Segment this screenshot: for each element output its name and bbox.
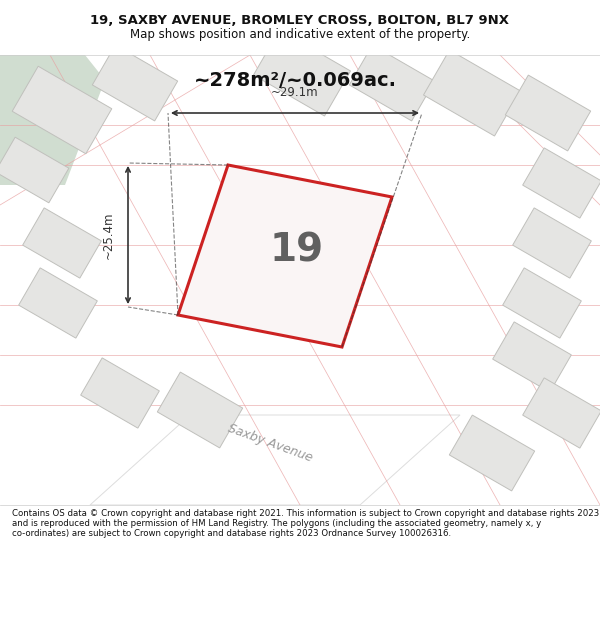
Polygon shape xyxy=(0,137,69,203)
Polygon shape xyxy=(505,75,590,151)
Polygon shape xyxy=(512,208,592,278)
Polygon shape xyxy=(424,50,521,136)
Text: ~25.4m: ~25.4m xyxy=(101,211,115,259)
Polygon shape xyxy=(178,165,392,347)
Text: 19: 19 xyxy=(270,232,324,270)
Text: Map shows position and indicative extent of the property.: Map shows position and indicative extent… xyxy=(130,28,470,41)
Text: 19, SAXBY AVENUE, BROMLEY CROSS, BOLTON, BL7 9NX: 19, SAXBY AVENUE, BROMLEY CROSS, BOLTON,… xyxy=(91,14,509,27)
Polygon shape xyxy=(523,148,600,218)
Polygon shape xyxy=(0,55,105,185)
Polygon shape xyxy=(523,378,600,448)
Polygon shape xyxy=(349,45,434,121)
Text: Saxby Avenue: Saxby Avenue xyxy=(226,422,314,464)
Polygon shape xyxy=(503,268,581,338)
Text: ~278m²/~0.069ac.: ~278m²/~0.069ac. xyxy=(193,71,397,90)
Polygon shape xyxy=(253,30,350,116)
Polygon shape xyxy=(23,208,101,278)
Polygon shape xyxy=(19,268,97,338)
Polygon shape xyxy=(80,358,160,428)
Polygon shape xyxy=(157,372,242,448)
Polygon shape xyxy=(90,415,460,505)
Polygon shape xyxy=(92,45,178,121)
Text: ~29.1m: ~29.1m xyxy=(271,86,319,99)
Polygon shape xyxy=(493,322,571,392)
Polygon shape xyxy=(12,66,112,154)
Text: Contains OS data © Crown copyright and database right 2021. This information is : Contains OS data © Crown copyright and d… xyxy=(12,509,599,538)
Polygon shape xyxy=(449,415,535,491)
